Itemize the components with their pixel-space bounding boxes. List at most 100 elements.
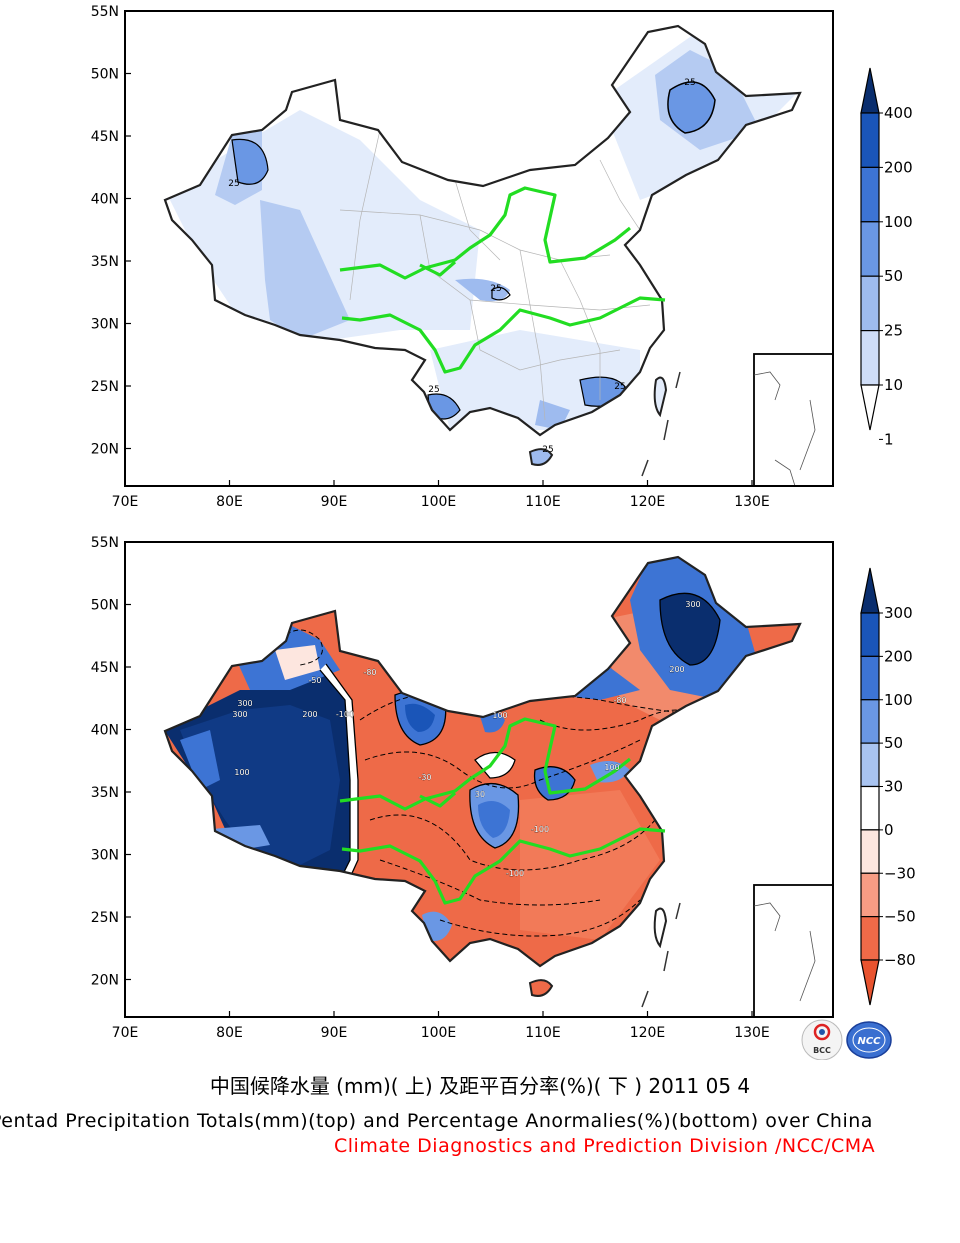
contour-label: 100 (234, 768, 249, 777)
contour-label: 25 (228, 179, 239, 189)
ncc-logo-text: NCC (857, 1036, 881, 1047)
chinese-caption: 中国候降水量 (mm)( 上) 及距平百分率(%)( 下 ) 2011 05 4 (209, 1074, 751, 1098)
lat-label: 35N (91, 254, 119, 270)
contour-label: -80 (363, 668, 376, 677)
bottom-anomaly-fill (165, 557, 800, 966)
colorbar-segment (860, 872, 880, 918)
division-caption: Climate Diagnostics and Prediction Divis… (334, 1135, 876, 1157)
colorbar-top-arrow (860, 67, 880, 114)
lat-label: 45N (91, 129, 119, 145)
lat-label: 40N (91, 192, 119, 208)
lon-label: 100E (421, 1025, 457, 1041)
colorbar-top-arrow (860, 567, 880, 614)
lat-label: 20N (91, 973, 119, 989)
contour-label: 100 (604, 763, 619, 772)
top-colorbar: 400 200 100 50 25 10 1 (860, 67, 913, 448)
lon-label: 70E (112, 1025, 139, 1041)
bottom-map-frame (124, 541, 834, 1018)
lat-label: 35N (91, 785, 119, 801)
colorbar-label: 1 (884, 430, 894, 448)
colorbar-label: 100 (884, 213, 913, 231)
lat-label: 25N (91, 379, 119, 395)
contour-label: 30 (475, 790, 485, 799)
contour-label: 300 (232, 710, 247, 719)
bottom-rivers (339, 717, 666, 905)
colorbar-segment (860, 655, 880, 701)
lon-label: 110E (525, 494, 561, 510)
lon-label: 90E (321, 494, 348, 510)
colorbar-label: −30 (884, 864, 916, 882)
colorbar-segment (860, 166, 880, 223)
lat-label: 50N (91, 598, 119, 614)
contour-label: 25 (490, 284, 501, 294)
colorbar-segment (860, 612, 880, 657)
colorbar-label: 25 (884, 322, 903, 340)
colorbar-segment (860, 916, 880, 961)
contour-label: 300 (685, 600, 700, 609)
colorbar-label: 200 (884, 158, 913, 176)
english-caption: Pentad Precipitation Totals(mm)(top) and… (0, 1110, 873, 1132)
lat-label: 55N (91, 4, 119, 20)
contour-label: -100 (531, 825, 549, 834)
contour-label: 25 (684, 78, 695, 88)
lon-label: 120E (630, 1025, 666, 1041)
contour-label: 25 (614, 382, 625, 392)
contour-label: 25 (542, 445, 553, 455)
lat-label: 50N (91, 67, 119, 83)
contour-label: 100 (492, 711, 507, 720)
colorbar-label: 0 (884, 821, 894, 839)
colorbar-segment (860, 785, 880, 831)
top-province-lines (339, 129, 651, 421)
bottom-axes: 55N 50N 45N 40N 35N 30N 25N 20N 70E 80E 90E 100E 110… (91, 535, 770, 1041)
lon-label: 130E (734, 494, 770, 510)
lon-label: 80E (216, 1025, 243, 1041)
top-contour-labels: 25 25 25 25 25 25 (228, 78, 695, 455)
contour-label: 200 (302, 710, 317, 719)
colorbar-bottom-arrow (860, 384, 880, 431)
ncc-logo: NCC (846, 1021, 892, 1059)
lat-label: 40N (91, 723, 119, 739)
lat-label: 20N (91, 442, 119, 458)
colorbar-segment (860, 330, 880, 386)
colorbar-segment (860, 699, 880, 744)
lon-label: 90E (321, 1025, 348, 1041)
colorbar-label: −80 (884, 951, 916, 969)
colorbar-label: 400 (884, 104, 913, 122)
lon-label: 110E (525, 1025, 561, 1041)
contour-label: -30 (418, 773, 431, 782)
lon-label: 120E (630, 494, 666, 510)
contour-label: -100 (336, 710, 354, 719)
top-precip-fill (165, 26, 800, 435)
colorbar-segment (860, 742, 880, 788)
lat-label: 55N (91, 535, 119, 551)
colorbar-bottom-arrow (860, 959, 880, 1006)
colorbar-segment (860, 275, 880, 332)
colorbar-label: 30 (884, 778, 903, 796)
contour-label: -100 (506, 869, 524, 878)
top-map-frame (124, 10, 834, 487)
contour-label: -80 (613, 696, 626, 705)
colorbar-segment (860, 221, 880, 277)
contour-label: 300 (237, 699, 252, 708)
lon-label: 100E (421, 494, 457, 510)
colorbar-segment (860, 829, 880, 874)
colorbar-label: 100 (884, 691, 913, 709)
colorbar-segment (860, 112, 880, 169)
top-precip-map: 25 25 25 25 25 25 55N 50N 45N 40N 35N 30N 25N 20N 70E… (91, 4, 913, 510)
top-axes: 55N 50N 45N 40N 35N 30N 25N 20N 70E 80E 90E 100E 110… (91, 4, 770, 510)
bottom-contour-labels: 300 300 200 100 -100 -80 -50 -30 30 100 200 300 -100… (232, 600, 701, 878)
lon-label: 70E (112, 494, 139, 510)
lat-label: 45N (91, 660, 119, 676)
colorbar-label: 10 (884, 376, 903, 394)
bcc-logo-text: BCC (813, 1046, 831, 1055)
figure-canvas: 25 25 25 25 25 25 55N 50N 45N 40N 35N 30N 25N 20N 70E… (91, 4, 916, 1060)
contour-label: -50 (308, 676, 321, 685)
bcc-logo: BCC (801, 1019, 843, 1060)
colorbar-label: 200 (884, 647, 913, 665)
lat-label: 30N (91, 848, 119, 864)
lat-label: 25N (91, 910, 119, 926)
contour-label: 200 (669, 665, 684, 674)
lat-label: 30N (91, 317, 119, 333)
